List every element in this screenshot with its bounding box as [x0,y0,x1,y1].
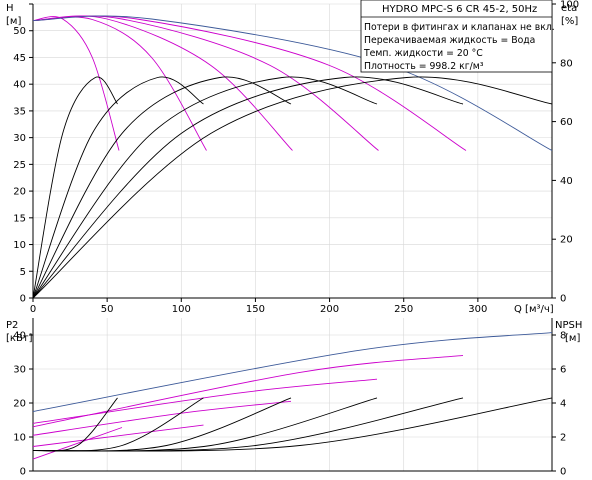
npsh-curve-3 [32,397,292,452]
head-tick-label: 50 [13,26,26,37]
head-tick-label: 45 [13,53,26,64]
flow-tick-label: 300 [468,304,487,315]
grid-lines [32,3,552,472]
eta-axis-unit: [%] [561,16,578,27]
p2-curve-1 [32,427,123,460]
head-tick-label: 20 [13,187,26,198]
p2-curve-5 [32,354,464,428]
head-axis-label: H [6,3,14,14]
eta-curve-4 [32,76,378,299]
npsh-axis-label: NPSH [555,320,582,331]
eta-curve-6 [32,76,553,299]
flow-tick-label: 100 [172,304,191,315]
eta-curve-2 [32,76,204,299]
curves [32,15,553,460]
eta-tick-label: 40 [560,176,573,187]
eta-tick-label: 20 [560,235,573,246]
npsh-tick-label: 8 [560,331,566,342]
head-tick-label: 35 [13,106,26,117]
eta-tick-label: 60 [560,117,573,128]
p2-tick-label: 40 [13,331,26,342]
eta-curve-1 [32,76,118,299]
flow-tick-label: 0 [30,304,36,315]
head-tick-label: 0 [20,294,26,305]
npsh-tick-label: 6 [560,365,566,376]
flow-axis-label: Q [м³/ч] [514,304,554,315]
p2-axis-label: P2 [6,320,18,331]
head-curve-1 [32,16,120,151]
note-density: Плотность = 998.2 кг/м³ [364,61,484,72]
eta-tick-label: 100 [560,0,579,11]
p2-curve-6 [32,332,553,412]
npsh-tick-label: 0 [560,467,566,478]
head-tick-label: 30 [13,133,26,144]
axes [29,3,556,472]
npsh-axis-unit: [м] [565,333,580,344]
chart-title: HYDRO MPC-S 6 CR 45-2, 50Hz [382,4,537,15]
eta-tick-label: 0 [560,294,566,305]
npsh-curve-6 [32,397,553,452]
note-liquid: Перекачиваемая жидкость = Вода [364,35,535,46]
npsh-tick-label: 2 [560,433,566,444]
p2-tick-label: 20 [13,399,26,410]
head-tick-label: 25 [13,160,26,171]
flow-tick-label: 200 [320,304,339,315]
eta-axis-label: eta [561,3,577,14]
npsh-curve-4 [32,397,378,452]
p2-curve-2 [32,424,204,447]
flow-tick-label: 250 [394,304,413,315]
eta-curve-3 [32,76,292,299]
info-box-frame [360,0,553,73]
head-tick-label: 40 [13,80,26,91]
npsh-tick-label: 4 [560,399,566,410]
p2-axis-unit: [кВт] [6,333,33,344]
head-tick-label: 5 [20,267,26,278]
note-temperature: Темп. жидкости = 20 °C [363,48,483,59]
head-curve-6 [32,15,553,151]
head-tick-label: 15 [13,213,26,224]
head-axis-unit: [м] [6,16,21,27]
note-fitting-losses: Потери в фитингах и клапанах не вкл. [364,22,555,33]
p2-tick-label: 0 [20,467,26,478]
flow-tick-label: 150 [246,304,265,315]
p2-tick-label: 10 [13,433,26,444]
eta-tick-label: 80 [560,58,573,69]
p2-tick-label: 30 [13,365,26,376]
eta-curve-5 [32,76,464,299]
flow-tick-label: 50 [101,304,114,315]
p2-curve-4 [32,378,378,424]
head-tick-label: 10 [13,240,26,251]
info-box: HYDRO MPC-S 6 CR 45-2, 50Hz Потери в фит… [360,0,555,73]
